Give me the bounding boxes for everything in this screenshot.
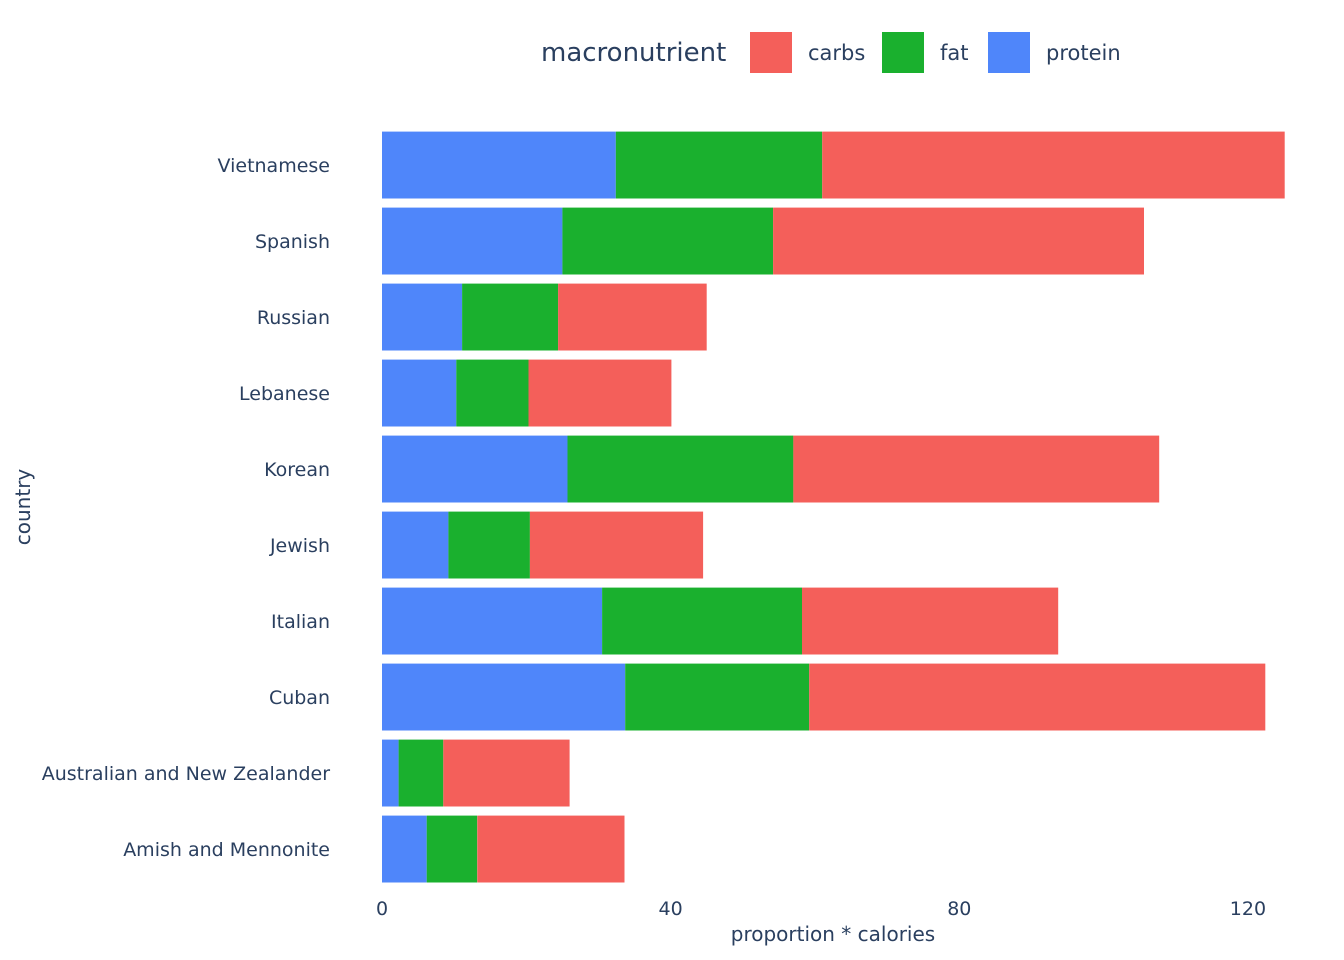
legend-item-protein: protein	[988, 32, 1121, 73]
x-axis-title: proportion * calories	[731, 922, 935, 946]
y-tick-label: Amish and Mennonite	[123, 839, 330, 861]
x-axis-ticks: 0 40 80 120	[376, 898, 1266, 920]
legend-swatch-carbs	[750, 32, 792, 73]
bar-italian-fat	[602, 587, 802, 655]
bar-korean-carbs	[793, 435, 1160, 503]
bar-amish-and-mennonite-protein	[382, 815, 427, 883]
y-tick-label: Australian and New Zealander	[42, 763, 330, 785]
bar-jewish-carbs	[529, 511, 704, 579]
bar-spanish-protein	[382, 207, 563, 275]
bar-lebanese-carbs	[528, 359, 672, 427]
bar-korean-protein	[382, 435, 568, 503]
y-tick-label: Lebanese	[239, 383, 330, 405]
bar-vietnamese-carbs	[822, 131, 1285, 199]
y-tick-label: Jewish	[269, 535, 330, 557]
bar-spanish-fat	[562, 207, 774, 275]
y-tick-label: Spanish	[255, 231, 330, 253]
bar-russian-carbs	[558, 283, 707, 351]
y-axis-ticks: Amish and Mennonite Australian and New Ze…	[42, 155, 330, 861]
legend-item-fat: fat	[882, 32, 969, 73]
bar-lebanese-fat	[456, 359, 529, 427]
bar-amish-and-mennonite-fat	[426, 815, 478, 883]
bar-cuban-carbs	[809, 663, 1266, 731]
legend: macronutrient carbs fat protein	[541, 32, 1121, 73]
bar-russian-fat	[462, 283, 559, 351]
y-tick-label: Vietnamese	[218, 155, 330, 177]
bar-italian-carbs	[802, 587, 1059, 655]
legend-item-carbs: carbs	[750, 32, 865, 73]
bar-russian-protein	[382, 283, 463, 351]
bars	[382, 131, 1285, 883]
bar-lebanese-protein	[382, 359, 457, 427]
y-axis-title: country	[11, 469, 35, 546]
y-tick-label: Korean	[264, 459, 330, 481]
x-tick-label: 80	[947, 898, 971, 920]
bar-australian-and-new-zealander-carbs	[443, 739, 570, 807]
legend-swatch-protein	[988, 32, 1030, 73]
y-tick-label: Italian	[271, 611, 330, 633]
x-tick-label: 40	[659, 898, 683, 920]
bar-australian-and-new-zealander-fat	[398, 739, 444, 807]
bar-italian-protein	[382, 587, 603, 655]
bar-australian-and-new-zealander-protein	[382, 739, 399, 807]
legend-label-fat: fat	[940, 41, 969, 65]
bar-spanish-carbs	[773, 207, 1144, 275]
bar-vietnamese-fat	[615, 131, 823, 199]
bar-cuban-protein	[382, 663, 626, 731]
y-tick-label: Cuban	[269, 687, 330, 709]
x-tick-label: 0	[376, 898, 388, 920]
y-tick-label: Russian	[257, 307, 330, 329]
legend-swatch-fat	[882, 32, 924, 73]
bar-jewish-fat	[448, 511, 530, 579]
bar-jewish-protein	[382, 511, 449, 579]
legend-label-protein: protein	[1046, 41, 1121, 65]
x-tick-label: 120	[1230, 898, 1266, 920]
legend-title: macronutrient	[541, 38, 726, 68]
bar-cuban-fat	[625, 663, 810, 731]
bar-korean-fat	[567, 435, 794, 503]
bar-vietnamese-protein	[382, 131, 616, 199]
legend-label-carbs: carbs	[808, 41, 865, 65]
bar-amish-and-mennonite-carbs	[477, 815, 625, 883]
